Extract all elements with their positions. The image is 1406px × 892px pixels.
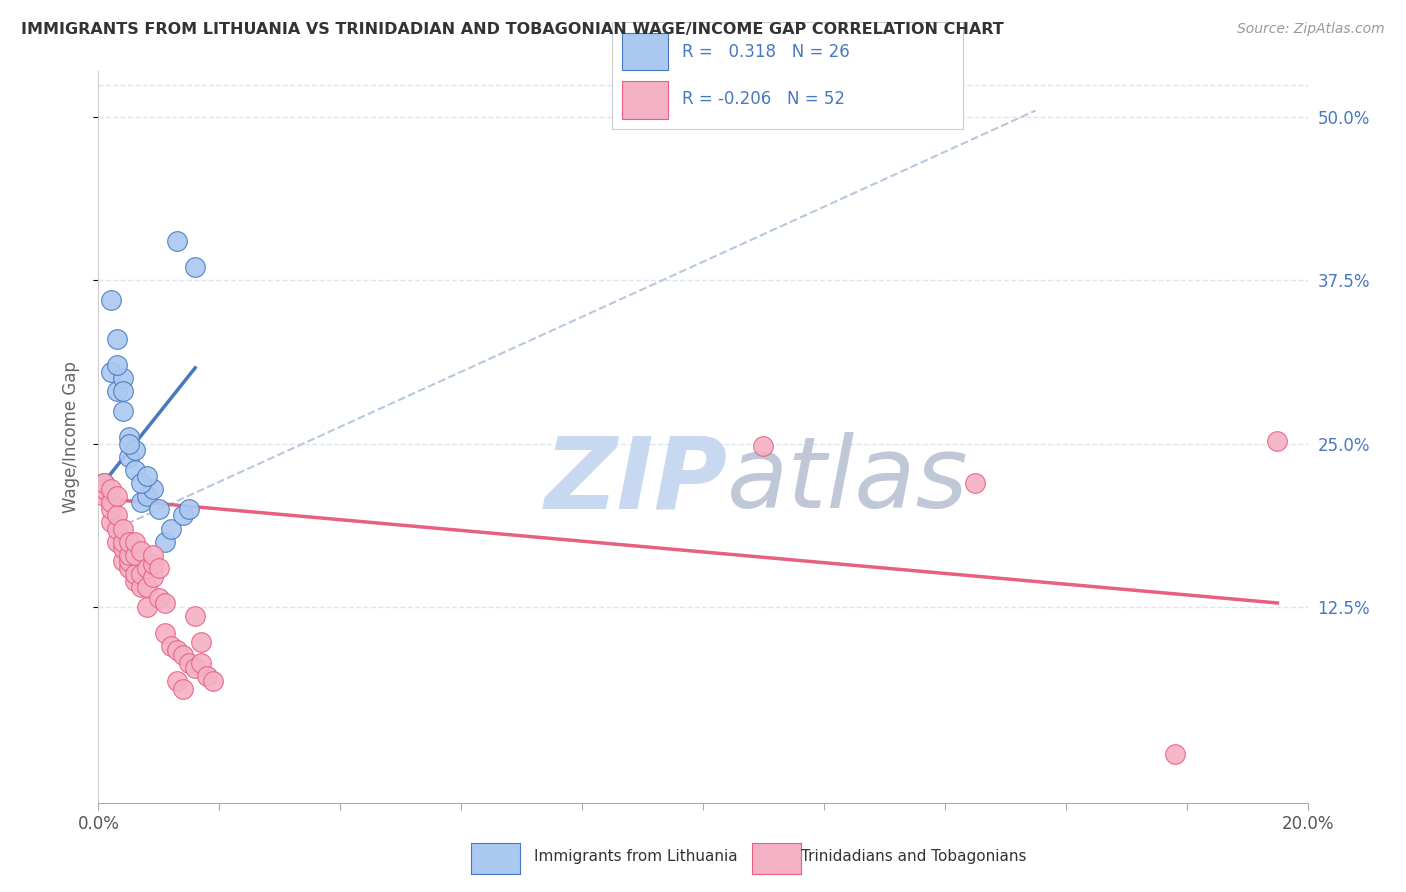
Point <box>752 439 775 453</box>
Point <box>111 371 134 385</box>
Bar <box>621 33 668 70</box>
Point <box>93 475 115 490</box>
Text: atlas: atlas <box>727 433 969 530</box>
Point <box>195 669 218 683</box>
Point <box>160 639 183 653</box>
Point <box>105 521 128 535</box>
Point <box>190 656 212 670</box>
Point <box>118 560 141 574</box>
Point <box>166 643 188 657</box>
Point <box>100 483 122 497</box>
Point <box>135 489 157 503</box>
Point <box>129 475 152 490</box>
Point <box>142 548 165 562</box>
Point <box>142 483 165 497</box>
Bar <box>621 81 668 119</box>
Point <box>105 332 128 346</box>
Point <box>129 580 152 594</box>
Point <box>111 534 134 549</box>
Point <box>148 560 170 574</box>
Point <box>166 674 188 689</box>
Point <box>100 502 122 516</box>
Point <box>179 656 201 670</box>
Text: ZIP: ZIP <box>544 433 727 530</box>
Point <box>93 483 115 497</box>
Text: R =   0.318   N = 26: R = 0.318 N = 26 <box>682 44 849 62</box>
Point <box>172 682 194 697</box>
Point <box>105 534 128 549</box>
Point <box>172 508 194 523</box>
Point <box>105 508 128 523</box>
Point <box>160 521 183 535</box>
Point <box>105 384 128 399</box>
Text: R = -0.206   N = 52: R = -0.206 N = 52 <box>682 90 845 108</box>
Point <box>184 260 207 275</box>
Point <box>153 626 176 640</box>
Point <box>100 293 122 307</box>
Point <box>184 661 207 675</box>
Point <box>118 430 141 444</box>
Point <box>111 541 134 555</box>
Point <box>124 463 146 477</box>
Point <box>111 404 134 418</box>
Point <box>118 554 141 568</box>
Point <box>166 234 188 248</box>
Point <box>118 436 141 450</box>
Point <box>111 521 134 535</box>
Point <box>100 365 122 379</box>
Point <box>172 648 194 663</box>
Point <box>135 469 157 483</box>
Point <box>142 570 165 584</box>
Point <box>118 548 141 562</box>
Point <box>111 554 134 568</box>
Text: Source: ZipAtlas.com: Source: ZipAtlas.com <box>1237 22 1385 37</box>
Point <box>135 599 157 614</box>
Point <box>124 548 146 562</box>
Point <box>105 358 128 372</box>
Point <box>153 596 176 610</box>
Text: Immigrants from Lithuania: Immigrants from Lithuania <box>534 849 738 863</box>
Point <box>965 475 987 490</box>
Text: IMMIGRANTS FROM LITHUANIA VS TRINIDADIAN AND TOBAGONIAN WAGE/INCOME GAP CORRELAT: IMMIGRANTS FROM LITHUANIA VS TRINIDADIAN… <box>21 22 1004 37</box>
Point <box>118 534 141 549</box>
Point <box>148 502 170 516</box>
Point <box>190 635 212 649</box>
Point <box>142 557 165 571</box>
Point <box>135 580 157 594</box>
Point <box>100 495 122 509</box>
Point <box>93 489 115 503</box>
Point <box>124 534 146 549</box>
Point <box>1267 434 1289 448</box>
Point <box>93 475 115 490</box>
Point <box>129 543 152 558</box>
Text: Trinidadians and Tobagonians: Trinidadians and Tobagonians <box>801 849 1026 863</box>
Point <box>124 567 146 582</box>
Point <box>179 502 201 516</box>
Point <box>1163 747 1185 762</box>
Point <box>153 534 176 549</box>
Point <box>184 609 207 624</box>
Point <box>111 384 134 399</box>
Point <box>105 489 128 503</box>
Point <box>148 591 170 605</box>
Point <box>129 495 152 509</box>
Y-axis label: Wage/Income Gap: Wage/Income Gap <box>62 361 80 513</box>
Point <box>202 674 225 689</box>
Point <box>124 443 146 458</box>
Point <box>100 515 122 529</box>
Point <box>135 560 157 574</box>
Point <box>129 567 152 582</box>
Point <box>118 450 141 464</box>
Point <box>124 574 146 588</box>
